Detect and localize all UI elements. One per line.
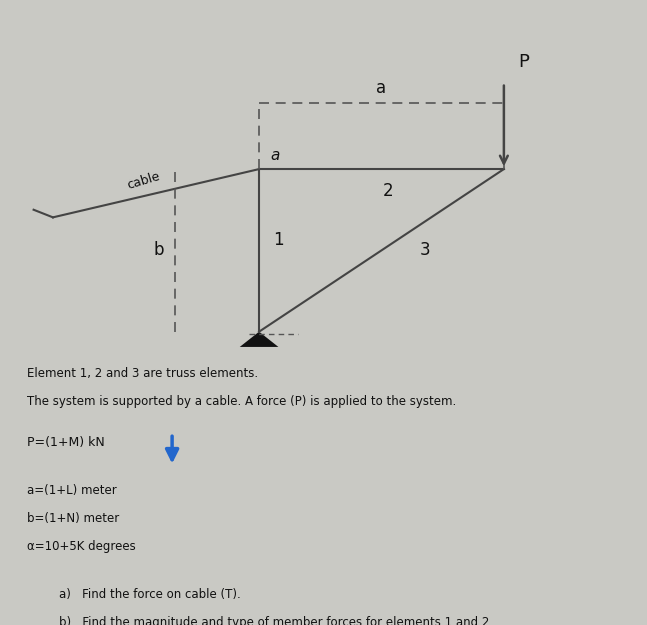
Text: 2: 2 [382, 182, 393, 200]
Text: 1: 1 [273, 231, 284, 249]
Text: a: a [377, 79, 386, 97]
Text: α=10+5K degrees: α=10+5K degrees [27, 540, 136, 553]
Text: a=(1+L) meter: a=(1+L) meter [27, 484, 117, 497]
Text: The system is supported by a cable. A force (P) is applied to the system.: The system is supported by a cable. A fo… [27, 395, 456, 408]
Text: b=(1+N) meter: b=(1+N) meter [27, 512, 120, 525]
Text: cable: cable [125, 169, 161, 192]
Text: a)   Find the force on cable (T).: a) Find the force on cable (T). [60, 588, 241, 601]
Text: a: a [270, 148, 280, 163]
Text: 3: 3 [420, 241, 431, 259]
Text: Element 1, 2 and 3 are truss elements.: Element 1, 2 and 3 are truss elements. [27, 368, 258, 380]
Text: P=(1+M) kN: P=(1+M) kN [27, 436, 105, 449]
Text: P: P [518, 53, 529, 71]
Polygon shape [240, 332, 278, 347]
Text: b)   Find the magnitude and type of member forces for elements 1 and 2.: b) Find the magnitude and type of member… [60, 616, 494, 625]
Text: b: b [154, 241, 164, 259]
